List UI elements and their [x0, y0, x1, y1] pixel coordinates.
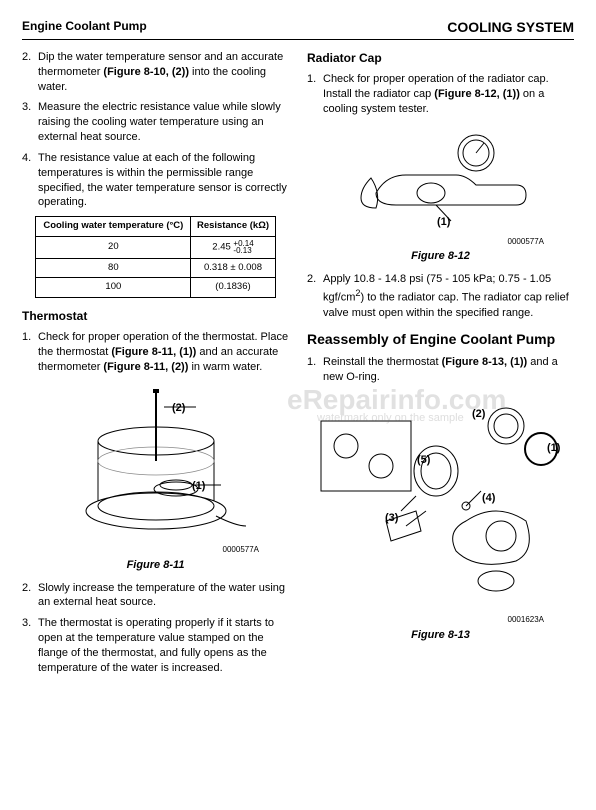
radiator-cap-steps: 1. Check for proper operation of the rad…: [307, 72, 574, 117]
figure-caption: Figure 8-12: [307, 249, 574, 264]
step-text: Check for proper operation of the radiat…: [323, 72, 574, 117]
list-item: 2. Apply 10.8 - 14.8 psi (75 - 105 kPa; …: [307, 272, 574, 320]
resistance-table: Cooling water temperature (°C) Resistanc…: [35, 216, 275, 298]
list-item: 3. The thermostat is operating properly …: [22, 616, 289, 675]
callout-5: (5): [417, 453, 430, 468]
list-item: 1. Check for proper operation of the the…: [22, 330, 289, 375]
text: in warm water.: [188, 361, 262, 373]
step-text: Check for proper operation of the thermo…: [38, 330, 289, 375]
table-row: 20 2.45 +0.14-0.13: [36, 237, 275, 259]
ref: (Figure 8-11, (1)): [111, 346, 196, 358]
step-text: Apply 10.8 - 14.8 psi (75 - 105 kPa; 0.7…: [323, 272, 574, 320]
list-item: 4. The resistance value at each of the f…: [22, 151, 289, 210]
callout-3: (3): [385, 511, 398, 526]
left-column: 2. Dip the water temperature sensor and …: [22, 50, 289, 682]
thermostat-diagram-icon: [56, 381, 256, 541]
callout-2: (2): [172, 401, 185, 416]
right-column: Radiator Cap 1. Check for proper operati…: [307, 50, 574, 682]
val: 2.45: [212, 242, 231, 253]
ref: (Figure 8-13, (1)): [442, 356, 528, 368]
thermostat-steps: 1. Check for proper operation of the the…: [22, 330, 289, 375]
callout-1: (1): [547, 441, 560, 456]
figure-id: 0000577A: [22, 545, 289, 556]
thermostat-heading: Thermostat: [22, 308, 289, 324]
table-cell: 2.45 +0.14-0.13: [191, 237, 275, 259]
thermostat-steps-cont: 2. Slowly increase the temperature of th…: [22, 581, 289, 676]
callout-4: (4): [482, 491, 495, 506]
step-text: Dip the water temperature sensor and an …: [38, 50, 289, 95]
callout-1: (1): [192, 479, 205, 494]
step-num: 2.: [307, 272, 323, 320]
figure-caption: Figure 8-13: [307, 628, 574, 643]
step-num: 3.: [22, 616, 38, 675]
step-text: Slowly increase the temperature of the w…: [38, 581, 289, 611]
page-header: Engine Coolant Pump COOLING SYSTEM: [22, 18, 574, 40]
table-cell: 20: [36, 237, 191, 259]
table-header: Resistance (kΩ): [191, 217, 275, 237]
step-num: 1.: [307, 72, 323, 117]
sensor-steps: 2. Dip the water temperature sensor and …: [22, 50, 289, 210]
callout-2: (2): [472, 407, 485, 422]
radiator-cap-steps-2: 2. Apply 10.8 - 14.8 psi (75 - 105 kPa; …: [307, 272, 574, 320]
step-text: The resistance value at each of the foll…: [38, 151, 289, 210]
ref: (Figure 8-11, (2)): [103, 361, 188, 373]
step-num: 1.: [307, 355, 323, 385]
text: Reinstall the thermostat: [323, 356, 442, 368]
reassembly-steps: 1. Reinstall the thermostat (Figure 8-13…: [307, 355, 574, 385]
step-text: The thermostat is operating properly if …: [38, 616, 289, 675]
list-item: 1. Reinstall the thermostat (Figure 8-13…: [307, 355, 574, 385]
table-header: Cooling water temperature (°C): [36, 217, 191, 237]
step-num: 2.: [22, 50, 38, 95]
ref: (Figure 8-12, (1)): [434, 88, 520, 100]
figure-id: 0001623A: [307, 615, 574, 626]
list-item: 2. Dip the water temperature sensor and …: [22, 50, 289, 95]
step-num: 1.: [22, 330, 38, 375]
figure-8-12: (1): [307, 123, 574, 233]
radiator-cap-heading: Radiator Cap: [307, 50, 574, 66]
list-item: 3. Measure the electric resistance value…: [22, 100, 289, 145]
table-cell: 0.318 ± 0.008: [191, 258, 275, 278]
sub: -0.13: [233, 246, 251, 255]
table-cell: 100: [36, 278, 191, 298]
step-text: Reinstall the thermostat (Figure 8-13, (…: [323, 355, 574, 385]
table-row: 80 0.318 ± 0.008: [36, 258, 275, 278]
step-num: 4.: [22, 151, 38, 210]
figure-id: 0000577A: [307, 237, 574, 248]
reassembly-heading: Reassembly of Engine Coolant Pump: [307, 330, 574, 349]
list-item: 2. Slowly increase the temperature of th…: [22, 581, 289, 611]
table-cell: (0.1836): [191, 278, 275, 298]
header-right: COOLING SYSTEM: [447, 18, 574, 37]
header-left: Engine Coolant Pump: [22, 18, 147, 37]
step-num: 2.: [22, 581, 38, 611]
figure-caption: Figure 8-11: [22, 558, 289, 573]
step-text: Measure the electric resistance value wh…: [38, 100, 289, 145]
figure-8-13: eRepairinfo.com watermark only on the sa…: [307, 391, 574, 611]
table-cell: 80: [36, 258, 191, 278]
callout-1: (1): [437, 215, 450, 230]
text: ) to the radiator cap. The radiator cap …: [323, 292, 569, 319]
step-num: 3.: [22, 100, 38, 145]
figure-8-11: (2) (1): [22, 381, 289, 541]
columns: 2. Dip the water temperature sensor and …: [22, 50, 574, 682]
ref: (Figure 8-10, (2)): [103, 66, 189, 78]
table-row: 100 (0.1836): [36, 278, 275, 298]
tolerance: +0.14-0.13: [233, 240, 253, 254]
list-item: 1. Check for proper operation of the rad…: [307, 72, 574, 117]
pump-exploded-diagram-icon: [316, 391, 566, 601]
